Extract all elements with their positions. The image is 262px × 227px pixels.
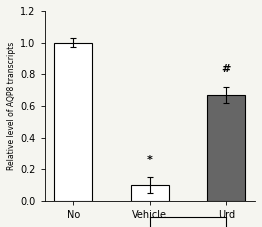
Y-axis label: Relative level of AQP8 transcripts: Relative level of AQP8 transcripts — [7, 42, 16, 170]
Bar — [54, 43, 92, 201]
Bar — [131, 185, 169, 201]
Text: #: # — [222, 64, 231, 74]
Bar — [207, 95, 245, 201]
Text: *: * — [147, 155, 153, 165]
